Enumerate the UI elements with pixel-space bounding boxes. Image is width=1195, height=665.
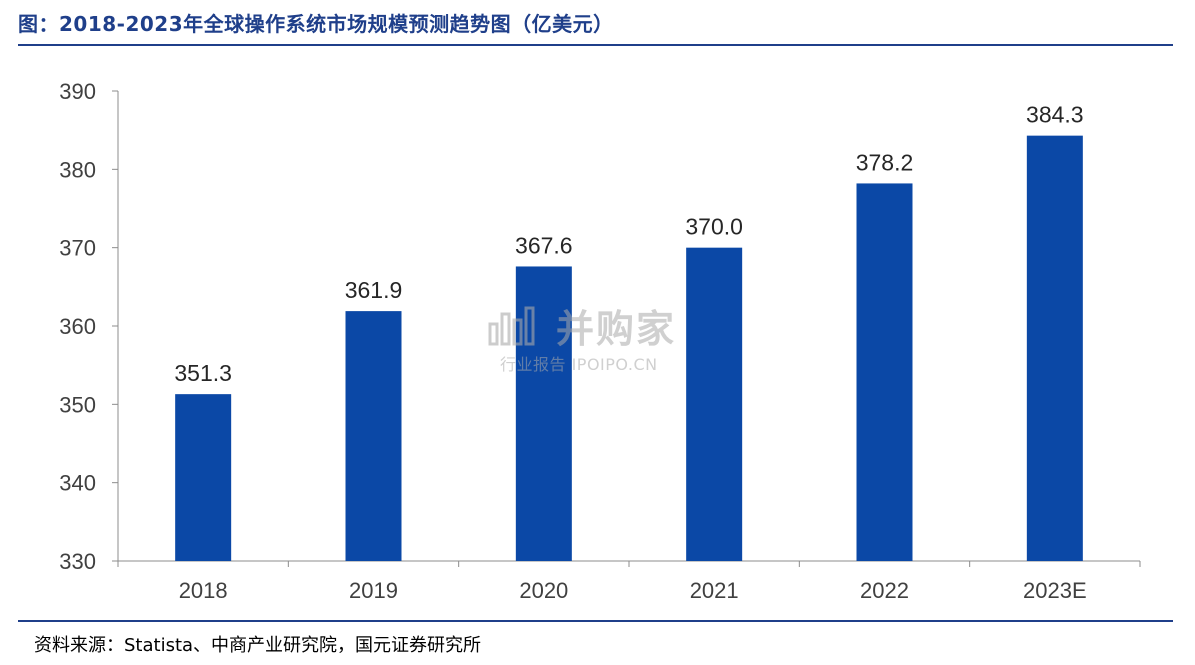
bars: [175, 135, 1083, 561]
bar-2021: [686, 247, 743, 561]
y-tick-label: 330: [59, 549, 96, 574]
title-divider: [18, 44, 1173, 46]
x-tick-label: 2018: [179, 578, 228, 603]
x-tick-label: 2019: [349, 578, 398, 603]
bar-2019: [345, 311, 402, 561]
y-tick-label: 350: [59, 392, 96, 417]
x-axis: 2018 2019 2020 2021 2022 2023E: [117, 560, 1141, 603]
data-label: 361.9: [345, 277, 403, 303]
footer-divider: [18, 620, 1173, 622]
bar-2023E: [1026, 135, 1083, 561]
data-label: 378.2: [856, 149, 914, 175]
data-label: 367.6: [515, 232, 573, 258]
x-tick-label: 2022: [860, 578, 909, 603]
value-labels: 351.3 361.9 367.6 370.0 378.2 384.3: [174, 102, 1084, 386]
y-tick-label: 370: [59, 236, 96, 261]
y-tick-label: 380: [59, 157, 96, 182]
y-tick-label: 360: [59, 314, 96, 339]
chart-title: 图：2018-2023年全球操作系统市场规模预测趋势图（亿美元）: [18, 12, 614, 36]
x-tick-label: 2023E: [1023, 578, 1087, 603]
x-tick-label: 2021: [690, 578, 739, 603]
source-note: 资料来源：Statista、中商产业研究院，国元证券研究所: [34, 635, 482, 656]
data-label: 351.3: [174, 360, 232, 386]
data-label: 370.0: [685, 214, 743, 240]
bar-2020: [515, 266, 572, 561]
y-tick-label: 390: [59, 79, 96, 104]
y-tick-label: 340: [59, 471, 96, 496]
y-axis: 330 340 350 360 370 380 390: [59, 79, 119, 574]
bar-2018: [175, 394, 232, 561]
data-label: 384.3: [1026, 102, 1084, 128]
x-tick-label: 2020: [519, 578, 568, 603]
bar-2022: [856, 183, 913, 561]
